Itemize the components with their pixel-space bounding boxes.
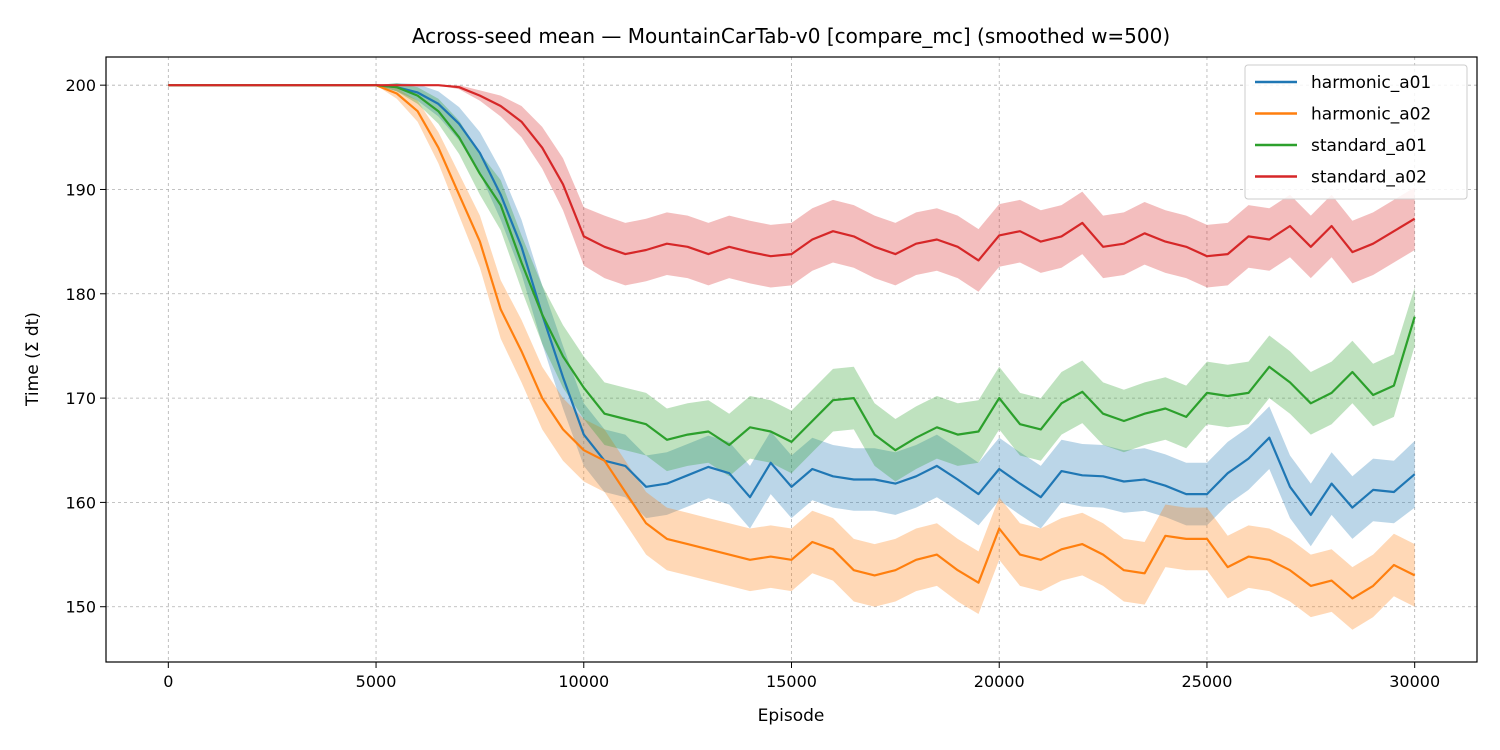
- x-tick-label: 0: [163, 672, 173, 691]
- x-tick-label: 10000: [558, 672, 609, 691]
- line-harmonic_a01: [168, 84, 1416, 517]
- band-standard_a02: [168, 85, 1415, 292]
- legend-label-harmonic_a01: harmonic_a01: [1311, 73, 1431, 93]
- band-harmonic_a02: [168, 85, 1415, 630]
- y-tick-label: 150: [65, 598, 96, 617]
- line-standard_a02: [168, 84, 1416, 262]
- line-harmonic_a02: [168, 84, 1416, 600]
- confidence-bands: [168, 83, 1415, 630]
- band-harmonic_a01: [168, 83, 1415, 547]
- band-standard_a01: [168, 83, 1415, 482]
- series-lines: [168, 84, 1416, 600]
- line-standard_a01: [168, 84, 1416, 452]
- chart-title: Across-seed mean — MountainCarTab-v0 [co…: [412, 24, 1170, 48]
- legend-box: [1244, 64, 1468, 200]
- x-axis-label: Episode: [758, 706, 825, 726]
- plot-area-frame: [105, 56, 1478, 663]
- legend: harmonic_a01 harmonic_a02 standard_a01stan…: [1244, 64, 1468, 200]
- legend-label-standard_a02: standard_a02: [1311, 168, 1427, 188]
- y-tick-label: 170: [65, 389, 96, 408]
- y-axis-label: Time (Σ dt): [23, 312, 43, 407]
- y-tick-label: 190: [65, 180, 96, 199]
- x-tick-label: 5000: [356, 672, 397, 691]
- x-tick-label: 20000: [974, 672, 1025, 691]
- x-tick-label: 15000: [766, 672, 817, 691]
- legend-label-harmonic_a02: harmonic_a02: [1311, 105, 1431, 125]
- axis-ticks: 0 5000 10000 15000 20000 25000 30000 150 160 170 1…: [65, 76, 1440, 691]
- y-tick-label: 200: [65, 76, 96, 95]
- x-tick-label: 30000: [1389, 672, 1440, 691]
- legend-label-standard_a01: standard_a01: [1311, 136, 1427, 156]
- x-tick-label: 25000: [1182, 672, 1233, 691]
- y-tick-label: 180: [65, 285, 96, 304]
- y-tick-label: 160: [65, 493, 96, 512]
